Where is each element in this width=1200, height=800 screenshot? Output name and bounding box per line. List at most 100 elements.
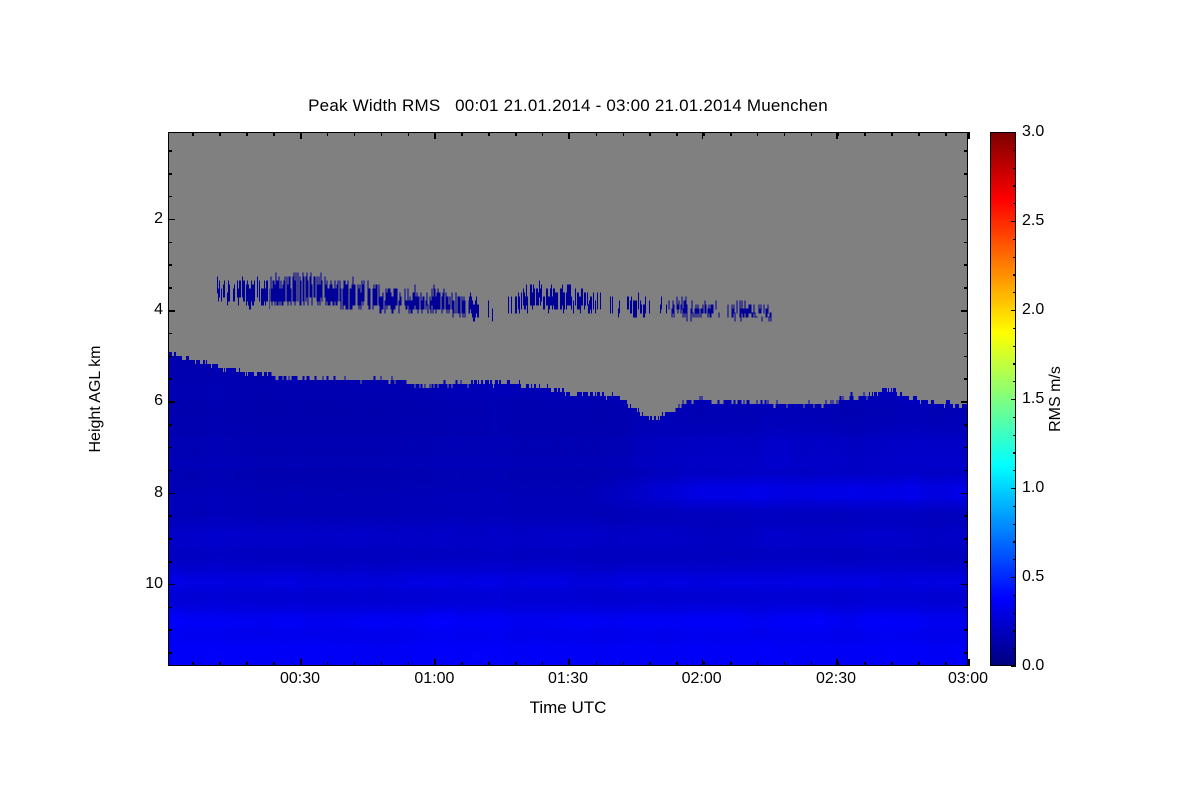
x-tick-minor [461,662,463,666]
y-tick-label: 6 [154,392,163,410]
x-tick-label: 03:00 [947,670,989,687]
y-tick-minor [168,378,172,380]
colorbar-tick [1011,577,1016,579]
colorbar-tick-minor [1013,256,1016,258]
x-tick-minor [568,662,571,666]
colorbar-title: RMS m/s [1047,366,1064,432]
y-tick-major-right [961,401,968,403]
lidar-field-image [169,133,967,665]
x-tick-minor [515,662,517,666]
y-tick-minor-right [964,378,968,380]
colorbar-tick-label: 2.5 [1022,212,1045,229]
x-tick-minor [730,662,732,666]
y-tick-label: 4 [154,301,163,318]
x-tick-minor-top [595,132,598,136]
x-tick-minor [407,662,410,666]
y-tick-major [168,401,175,403]
x-tick-minor [756,662,759,666]
x-tick-minor-top [837,132,840,136]
x-tick-major-top [836,132,838,139]
x-tick-minor-top [676,132,678,136]
colorbar-tick-minor [1013,292,1016,294]
colorbar-tick-minor [1013,149,1016,151]
colorbar-tick-minor [1013,452,1016,454]
y-tick-minor-right [964,652,968,654]
colorbar-tick [1011,221,1016,223]
y-tick-minor [168,287,172,289]
x-tick-minor-top [380,132,383,136]
colorbar-tick-label: 1.0 [1022,479,1045,496]
x-tick-minor-top [488,132,490,136]
x-tick-minor-top [703,132,705,136]
x-tick-minor-top [810,132,813,136]
y-tick-minor [168,469,172,472]
x-tick-major-top [434,132,436,139]
y-tick-minor [168,355,172,358]
x-tick-minor [783,662,786,666]
x-tick-label: 01:00 [414,670,455,687]
y-tick-major-right [961,218,968,221]
y-tick-minor-right [964,538,968,540]
y-tick-major [168,310,175,312]
y-tick-minor [168,150,172,152]
colorbar-tick-minor [1013,594,1016,596]
y-tick-major [168,583,175,586]
x-tick-minor-top [864,132,866,136]
y-tick-minor-right [964,241,968,244]
y-tick-minor-right [964,469,968,472]
colorbar-tick-minor [1013,434,1016,436]
colorbar-tick-minor [1013,345,1016,347]
colorbar-tick-label: 0.0 [1022,657,1045,674]
colorbar-tick-minor [1013,363,1016,365]
x-tick-minor-top [219,132,221,136]
colorbar-tick-minor [1013,238,1016,240]
x-tick-major-top [968,132,970,139]
colorbar-tick-minor [1013,612,1016,614]
x-tick-major-top [568,132,570,139]
x-tick-minor-top [756,132,759,136]
y-tick-minor [168,629,172,631]
x-tick-minor-top [891,132,893,136]
x-tick-minor-top [783,132,786,136]
x-tick-major [701,659,704,666]
colorbar-tick [1011,310,1016,312]
x-tick-minor-top [568,132,571,136]
colorbar-tick-minor [1013,327,1016,329]
colorbar-tick-minor [1013,185,1016,187]
x-tick-minor-top [326,132,329,136]
y-tick-minor-right [964,515,968,517]
colorbar-tick [1011,666,1016,668]
x-tick-minor-top [622,132,625,136]
x-tick-major [836,659,838,666]
heatmap-plot-area[interactable] [168,132,968,666]
x-tick-major [300,659,302,666]
x-tick-minor-top [461,132,463,136]
x-tick-minor-top [541,132,544,136]
colorbar-tick-minor [1013,559,1016,561]
x-tick-minor-top [192,132,194,136]
colorbar-tick-label: 3.0 [1022,123,1045,140]
colorbar-tick [1011,132,1016,134]
y-tick-major [168,218,175,221]
y-tick-minor [168,195,172,198]
colorbar-tick-minor [1013,505,1016,507]
colorbar-tick-label: 1.5 [1022,390,1045,407]
x-tick-minor [622,662,625,666]
x-tick-major [968,659,970,666]
y-tick-major-right [961,492,968,495]
colorbar-tick-minor [1013,630,1016,632]
x-tick-minor [837,662,840,666]
x-tick-minor-top [353,132,356,136]
colorbar-tick-minor [1013,541,1016,543]
x-tick-label: 02:30 [815,670,857,687]
y-tick-minor [168,606,172,609]
x-tick-minor [380,662,383,666]
x-tick-minor-top [273,132,275,136]
x-tick-minor-top [515,132,517,136]
colorbar-tick-label: 2.0 [1022,301,1045,318]
x-tick-minor [273,662,275,666]
x-tick-minor [703,662,705,666]
y-tick-minor [168,652,172,654]
y-tick-label: 10 [145,574,163,592]
y-tick-minor-right [964,150,968,152]
